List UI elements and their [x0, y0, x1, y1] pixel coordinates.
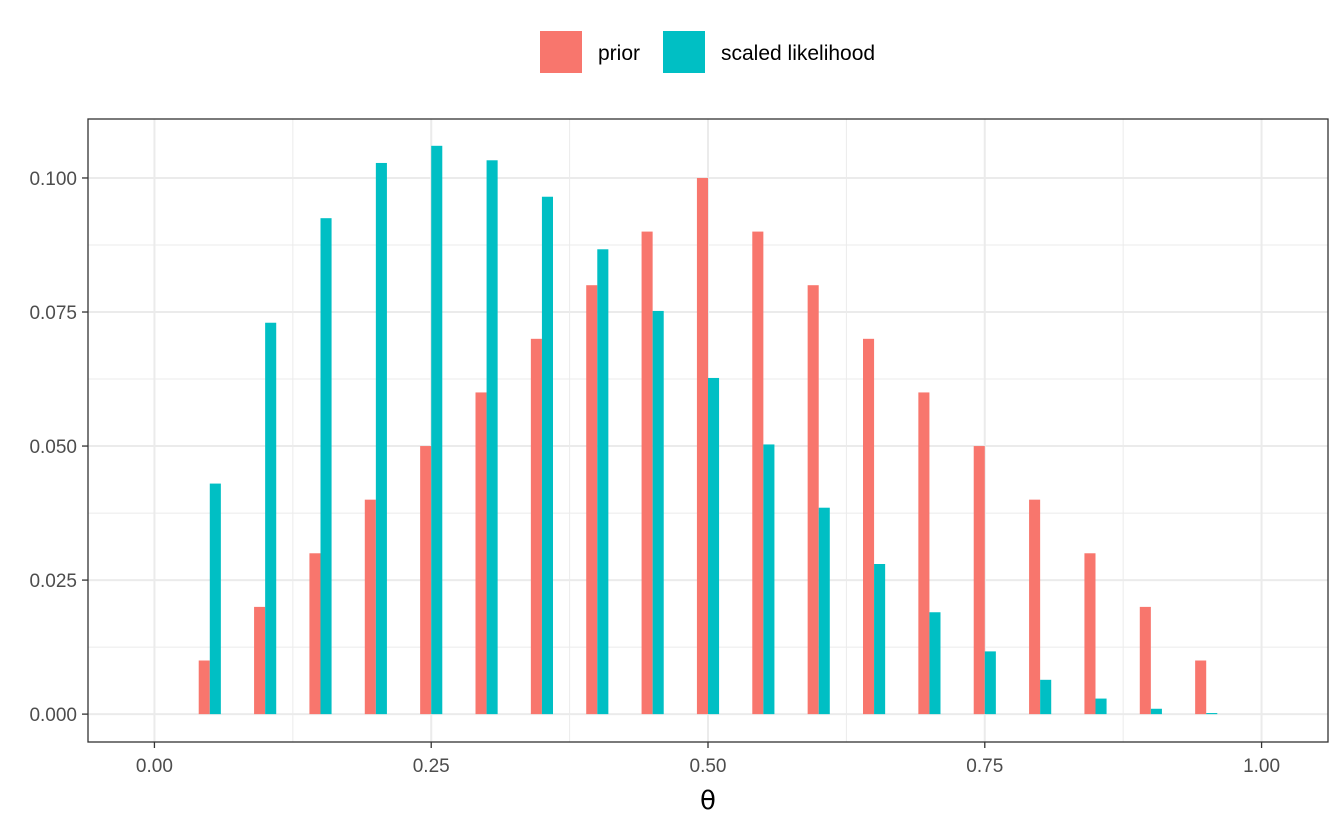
x-tick-label: 1.00 — [1243, 756, 1280, 777]
y-tick-label: 0.025 — [29, 571, 77, 592]
bar-scaled-likelihood-8 — [652, 310, 664, 715]
bar-scaled-likelihood-5 — [486, 160, 498, 715]
bar-scaled-likelihood-11 — [818, 507, 830, 715]
bar-prior-8 — [641, 231, 653, 715]
bar-scaled-likelihood-10 — [763, 444, 775, 715]
bar-scaled-likelihood-0 — [209, 483, 221, 715]
bar-scaled-likelihood-14 — [984, 651, 996, 715]
bar-scaled-likelihood-4 — [431, 145, 443, 715]
bar-scaled-likelihood-7 — [597, 249, 609, 715]
bar-prior-4 — [420, 446, 432, 715]
bar-prior-0 — [198, 660, 210, 715]
bar-prior-10 — [752, 231, 764, 715]
x-tick-label: 0.00 — [136, 756, 173, 777]
bar-scaled-likelihood-1 — [265, 322, 277, 715]
x-axis: 0.00 0.25 0.50 0.75 1.00 — [136, 742, 1280, 777]
bar-prior-2 — [309, 553, 321, 715]
y-tick-label: 0.000 — [29, 705, 77, 726]
x-tick-label: 0.50 — [690, 756, 727, 777]
bar-scaled-likelihood-2 — [320, 218, 332, 715]
bar-prior-5 — [475, 392, 487, 715]
y-tick-label: 0.075 — [29, 303, 77, 324]
bar-prior-13 — [918, 392, 930, 715]
bar-prior-6 — [530, 338, 542, 715]
bar-scaled-likelihood-15 — [1040, 679, 1052, 715]
legend: prior scaled likelihood — [540, 31, 875, 73]
bar-scaled-likelihood-3 — [375, 162, 387, 715]
bar-scaled-likelihood-13 — [929, 612, 941, 715]
legend-label-scaled-likelihood: scaled likelihood — [721, 42, 875, 65]
bar-prior-11 — [807, 285, 819, 715]
bar-scaled-likelihood-16 — [1095, 698, 1107, 715]
bar-prior-16 — [1084, 553, 1096, 715]
bar-prior-12 — [863, 338, 875, 715]
bar-scaled-likelihood-17 — [1150, 708, 1162, 715]
bar-prior-15 — [1029, 499, 1041, 715]
x-tick-label: 0.75 — [966, 756, 1003, 777]
bar-scaled-likelihood-6 — [541, 196, 553, 715]
y-tick-label: 0.050 — [29, 437, 77, 458]
bar-prior-9 — [696, 177, 708, 715]
bar-scaled-likelihood-9 — [708, 377, 720, 715]
x-tick-label: 0.25 — [413, 756, 450, 777]
bar-prior-18 — [1195, 660, 1207, 715]
bars — [198, 145, 1218, 715]
bar-prior-17 — [1139, 606, 1151, 715]
y-axis: 0.000 0.025 0.050 0.075 0.100 — [29, 169, 88, 726]
bar-prior-7 — [586, 285, 598, 715]
bar-prior-3 — [364, 499, 376, 715]
bar-prior-14 — [973, 446, 985, 715]
bar-prior-1 — [254, 606, 266, 715]
legend-label-prior: prior — [598, 42, 640, 65]
bar-scaled-likelihood-12 — [874, 564, 886, 715]
legend-key-scaled-likelihood — [663, 31, 705, 73]
bar-scaled-likelihood-18 — [1206, 713, 1218, 715]
y-tick-label: 0.100 — [29, 169, 77, 190]
legend-key-prior — [540, 31, 582, 73]
x-axis-title: θ — [700, 786, 716, 816]
